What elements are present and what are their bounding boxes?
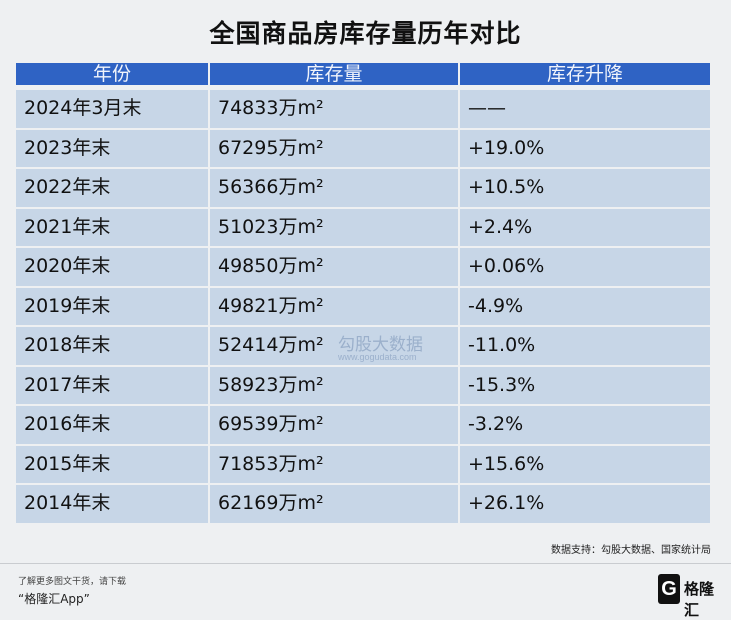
year-cell: 2024年3月末 (16, 90, 208, 128)
table-row: 2021年末 51023万m² +2.4% (16, 208, 710, 246)
data-source: 数据支持：勾股大数据、国家统计局 (551, 545, 711, 556)
footer-divider (0, 563, 731, 564)
table-row: 2020年末 49850万m² +0.06% (16, 248, 710, 286)
change-cell: +19.0% (460, 129, 710, 167)
inventory-cell: 67295万m² (210, 129, 458, 167)
app-name: “格隆汇App” (18, 592, 90, 606)
change-cell: +15.6% (460, 445, 710, 483)
year-cell: 2017年末 (16, 366, 208, 404)
inventory-cell: 58923万m² (210, 366, 458, 404)
table-row: 2015年末 71853万m² +15.6% (16, 445, 710, 483)
page-title: 全国商品房库存量历年对比 (209, 19, 522, 48)
table-row: 2024年3月末 74833万m² —— (16, 90, 710, 128)
change-cell: +10.5% (460, 169, 710, 207)
year-cell: 2022年末 (16, 169, 208, 207)
year-cell: 2014年末 (16, 485, 208, 523)
year-cell: 2020年末 (16, 248, 208, 286)
change-cell: +0.06% (460, 248, 710, 286)
table-header: 年份 库存量 库存升降 (16, 63, 710, 85)
change-cell: +26.1% (460, 485, 710, 523)
download-prompt: 了解更多图文干货，请下载 (18, 577, 127, 587)
change-cell: -11.0% (460, 327, 710, 365)
logo-g-icon: G (658, 574, 680, 604)
year-cell: 2019年末 (16, 287, 208, 325)
year-cell: 2023年末 (16, 129, 208, 167)
inventory-cell: 62169万m² (210, 485, 458, 523)
inventory-cell: 71853万m² (210, 445, 458, 483)
inventory-cell: 51023万m² (210, 208, 458, 246)
change-cell: +2.4% (460, 208, 710, 246)
table-row: 2017年末 58923万m² -15.3% (16, 366, 710, 404)
table-row: 2018年末 52414万m² -11.0% (16, 327, 710, 365)
change-cell: -3.2% (460, 406, 710, 444)
year-cell: 2016年末 (16, 406, 208, 444)
inventory-cell: 49821万m² (210, 287, 458, 325)
table-row: 2023年末 67295万m² +19.0% (16, 129, 710, 167)
inventory-cell: 49850万m² (210, 248, 458, 286)
column-header-change: 库存升降 (460, 63, 710, 85)
year-cell: 2021年末 (16, 208, 208, 246)
inventory-cell: 52414万m² (210, 327, 458, 365)
change-cell: -15.3% (460, 366, 710, 404)
table-row: 2014年末 62169万m² +26.1% (16, 485, 710, 523)
table-row: 2016年末 69539万m² -3.2% (16, 406, 710, 444)
column-header-year: 年份 (16, 63, 208, 85)
change-cell: -4.9% (460, 287, 710, 325)
table-row: 2022年末 56366万m² +10.5% (16, 169, 710, 207)
column-header-inventory: 库存量 (210, 63, 458, 85)
gelonghui-logo: G 格隆汇 (658, 574, 728, 619)
inventory-cell: 69539万m² (210, 406, 458, 444)
change-cell: —— (460, 90, 710, 128)
inventory-cell: 74833万m² (210, 90, 458, 128)
inventory-cell: 56366万m² (210, 169, 458, 207)
year-cell: 2018年末 (16, 327, 208, 365)
year-cell: 2015年末 (16, 445, 208, 483)
table-row: 2019年末 49821万m² -4.9% (16, 287, 710, 325)
